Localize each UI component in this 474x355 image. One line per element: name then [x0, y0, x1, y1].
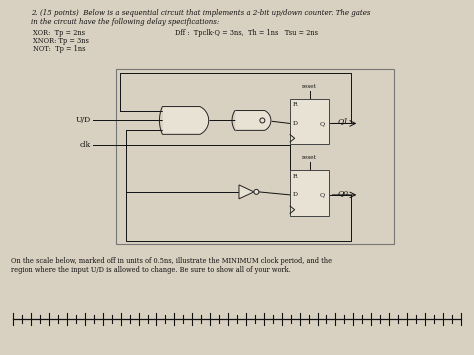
- Text: On the scale below, marked off in units of 0.5ns, illustrate the MINIMUM clock p: On the scale below, marked off in units …: [11, 257, 332, 266]
- Polygon shape: [239, 185, 254, 199]
- Text: in the circuit have the following delay specifications:: in the circuit have the following delay …: [31, 18, 219, 26]
- Text: Q: Q: [319, 192, 325, 197]
- Bar: [290, 99, 329, 144]
- Text: D: D: [292, 121, 298, 126]
- Text: D: D: [292, 192, 298, 197]
- Text: NOT:  Tp = 1ns: NOT: Tp = 1ns: [33, 45, 86, 53]
- Text: region where the input U/D is allowed to change. Be sure to show all of your wor: region where the input U/D is allowed to…: [11, 266, 291, 274]
- Text: Q1: Q1: [337, 118, 348, 125]
- Polygon shape: [236, 110, 271, 130]
- Text: clk: clk: [80, 141, 91, 149]
- Text: U/D: U/D: [76, 116, 91, 125]
- Text: 2. (15 points)  Below is a sequential circuit that implements a 2-bit up/down co: 2. (15 points) Below is a sequential cir…: [31, 9, 371, 17]
- Circle shape: [260, 118, 265, 123]
- Text: R: R: [292, 102, 297, 107]
- Text: Dff :  Tpclk-Q = 3ns,  Th = 1ns   Tsu = 2ns: Dff : Tpclk-Q = 3ns, Th = 1ns Tsu = 2ns: [175, 29, 319, 37]
- Circle shape: [254, 190, 259, 195]
- Text: XNOR: Tp = 3ns: XNOR: Tp = 3ns: [33, 37, 89, 45]
- Text: R: R: [292, 174, 297, 179]
- Text: Q0: Q0: [337, 189, 348, 197]
- Bar: [290, 170, 329, 216]
- Polygon shape: [164, 106, 209, 134]
- Bar: [116, 69, 394, 245]
- Text: XOR:  Tp = 2ns: XOR: Tp = 2ns: [33, 29, 85, 37]
- Text: Q: Q: [319, 121, 325, 126]
- Text: reset: reset: [302, 155, 317, 160]
- Text: reset: reset: [302, 84, 317, 89]
